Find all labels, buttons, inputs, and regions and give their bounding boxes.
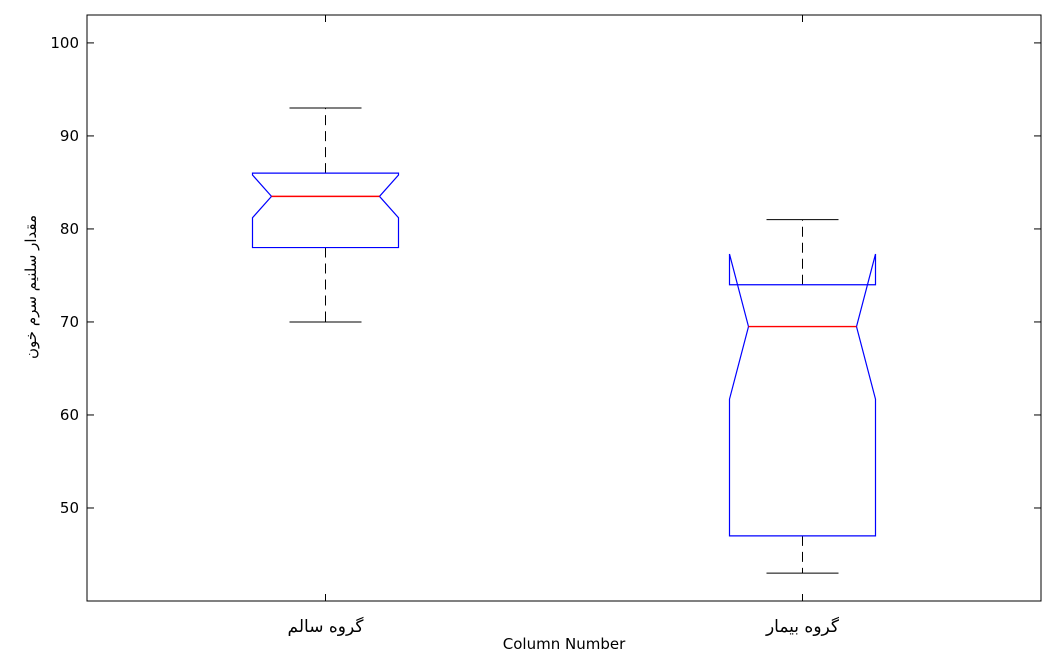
y-tick-label: 60 [60, 406, 79, 424]
category-label-patient: گروه بیمار [765, 616, 840, 637]
notched-box [728, 253, 877, 537]
y-tick-label: 50 [60, 499, 79, 517]
y-tick-label: 70 [60, 313, 79, 331]
y-tick-label: 80 [60, 220, 79, 238]
category-label-healthy: گروه سالم [288, 616, 365, 637]
y-tick-label: 100 [50, 34, 79, 52]
tick-layer: 50 60 70 80 90 100 [50, 15, 1041, 601]
box-group [728, 219, 877, 574]
category-label-layer: گروه سالم گروه بیمار [288, 616, 840, 637]
y-axis-label: مقدار سلنیم سرم خون [22, 215, 40, 359]
box-group [251, 107, 400, 323]
notched-box [251, 172, 400, 249]
x-axis-label: Column Number [503, 635, 626, 653]
box-layer [251, 107, 877, 574]
y-tick-label: 90 [60, 127, 79, 145]
plot-area [86, 14, 1042, 602]
